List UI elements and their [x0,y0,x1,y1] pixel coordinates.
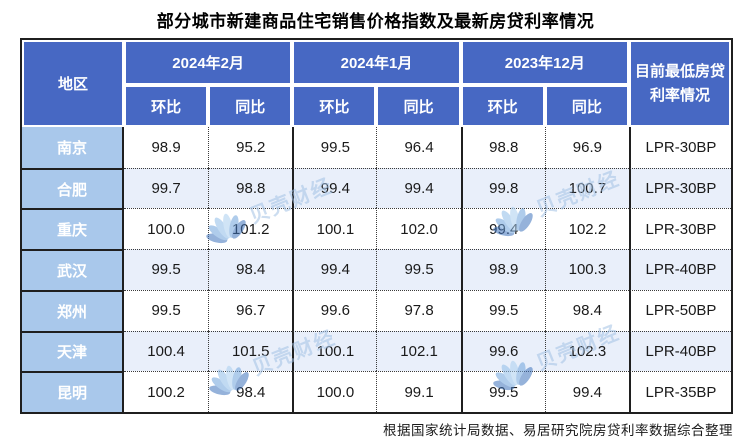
value-cell: 100.7 [544,167,629,209]
lpr-cell: LPR-30BP [628,127,731,168]
source-note: 根据国家统计局数据、易居研究院房贷利率数据综合整理 [383,423,733,438]
value-cell: 99.5 [376,249,461,290]
value-cell: 102.2 [544,208,629,250]
value-cell: 101.2 [208,208,293,250]
value-cell: 100.2 [124,371,209,412]
value-cell: 98.8 [460,127,545,168]
value-cell: 98.4 [208,371,293,412]
price-index-table: 地区 2024年2月 2024年1月 2023年12月 目前最低房贷利率情况 环… [20,38,733,414]
subheader-mom: 环比 [124,85,209,127]
value-cell: 99.5 [292,127,377,168]
value-cell: 99.4 [460,208,545,250]
value-cell: 100.0 [292,371,377,412]
value-cell: 100.1 [292,208,377,250]
subheader-yoy: 同比 [376,85,461,127]
region-cell: 郑州 [22,289,124,331]
value-cell: 99.6 [460,330,545,372]
value-cell: 99.5 [124,289,209,331]
value-cell: 102.1 [376,330,461,372]
value-cell: 100.4 [124,330,209,372]
value-cell: 102.0 [376,208,461,250]
region-cell: 昆明 [22,371,124,412]
lpr-cell: LPR-50BP [628,289,731,331]
subheader-yoy: 同比 [208,85,293,127]
value-cell: 98.4 [208,249,293,290]
value-cell: 99.6 [292,289,377,331]
value-cell: 100.3 [544,249,629,290]
header-month-dec2023: 2023年12月 [460,40,629,85]
value-cell: 102.3 [544,330,629,372]
value-cell: 96.9 [544,127,629,168]
region-cell: 合肥 [22,167,124,209]
value-cell: 95.2 [208,127,293,168]
header-region: 地区 [22,40,124,127]
value-cell: 99.4 [376,167,461,209]
subheader-yoy: 同比 [544,85,629,127]
page-title: 部分城市新建商品住宅销售价格指数及最新房贷利率情况 [156,12,595,31]
header-lpr: 目前最低房贷利率情况 [628,40,731,127]
region-cell: 南京 [22,127,124,168]
lpr-cell: LPR-30BP [628,208,731,250]
value-cell: 99.7 [124,167,209,209]
lpr-cell: LPR-40BP [628,249,731,290]
lpr-cell: LPR-40BP [628,330,731,372]
value-cell: 99.8 [460,167,545,209]
value-cell: 99.1 [376,371,461,412]
value-cell: 100.0 [124,208,209,250]
value-cell: 100.1 [292,330,377,372]
value-cell: 98.4 [544,289,629,331]
value-cell: 96.4 [376,127,461,168]
value-cell: 98.9 [124,127,209,168]
header-month-feb2024: 2024年2月 [124,40,293,85]
subheader-mom: 环比 [460,85,545,127]
subheader-mom: 环比 [292,85,377,127]
value-cell: 98.8 [208,167,293,209]
value-cell: 96.7 [208,289,293,331]
value-cell: 99.5 [460,371,545,412]
region-cell: 重庆 [22,208,124,250]
lpr-cell: LPR-30BP [628,167,731,209]
value-cell: 99.4 [544,371,629,412]
region-cell: 武汉 [22,249,124,290]
value-cell: 98.9 [460,249,545,290]
value-cell: 101.5 [208,330,293,372]
value-cell: 99.5 [124,249,209,290]
lpr-cell: LPR-35BP [628,371,731,412]
value-cell: 99.4 [292,249,377,290]
value-cell: 99.4 [292,167,377,209]
header-month-jan2024: 2024年1月 [292,40,461,85]
region-cell: 天津 [22,330,124,372]
value-cell: 97.8 [376,289,461,331]
value-cell: 99.5 [460,289,545,331]
